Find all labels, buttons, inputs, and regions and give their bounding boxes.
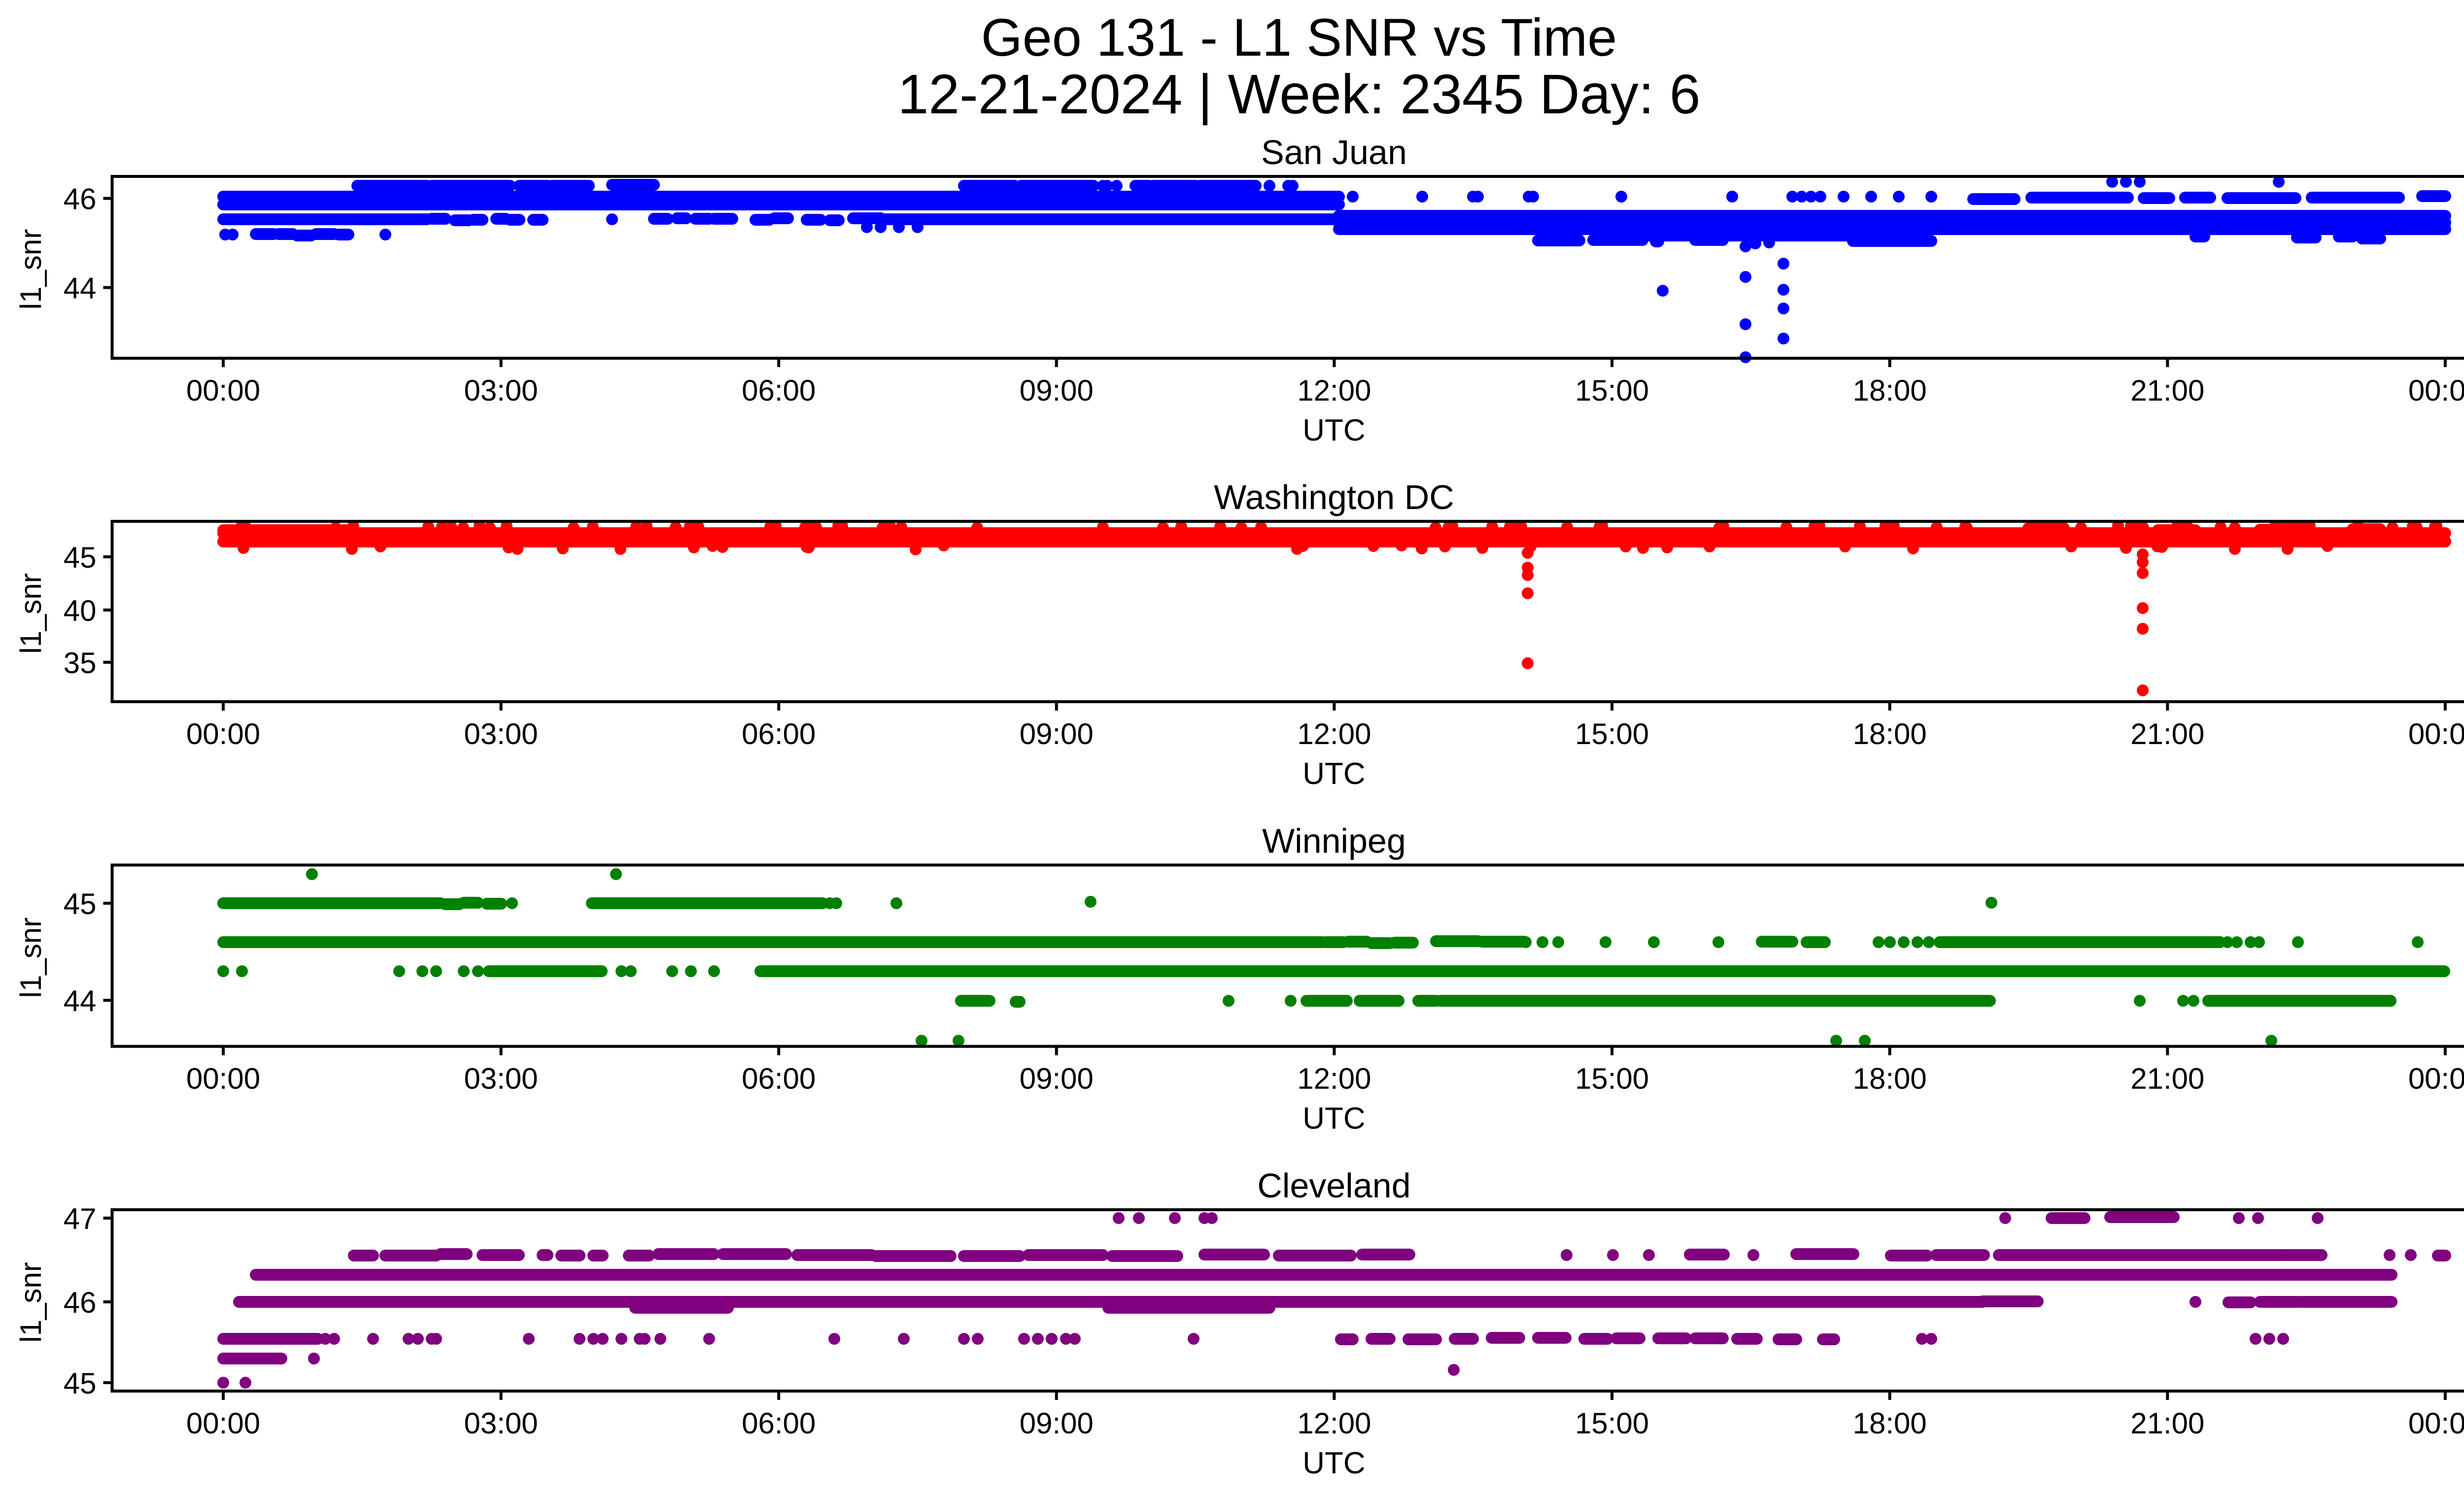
svg-text:06:00: 06:00 (742, 374, 816, 407)
svg-text:l1_snr: l1_snr (14, 1262, 47, 1342)
svg-text:12:00: 12:00 (1297, 374, 1371, 407)
svg-text:03:00: 03:00 (464, 1062, 538, 1095)
svg-text:00:00: 00:00 (186, 1062, 260, 1095)
svg-text:00:00: 00:00 (186, 374, 260, 407)
svg-text:09:00: 09:00 (1020, 1062, 1094, 1095)
svg-text:03:00: 03:00 (464, 374, 538, 407)
svg-text:03:00: 03:00 (464, 717, 538, 750)
svg-text:l1_snr: l1_snr (14, 918, 47, 998)
svg-text:00:00: 00:00 (2408, 717, 2464, 750)
svg-text:06:00: 06:00 (742, 1407, 816, 1440)
svg-text:21:00: 21:00 (2130, 1062, 2204, 1095)
svg-text:18:00: 18:00 (1853, 717, 1927, 750)
svg-text:15:00: 15:00 (1575, 1407, 1649, 1440)
svg-text:06:00: 06:00 (742, 1062, 816, 1095)
svg-text:UTC: UTC (1302, 1102, 1365, 1136)
svg-text:00:00: 00:00 (2408, 1407, 2464, 1440)
svg-text:Geo 131 - L1 SNR vs Time: Geo 131 - L1 SNR vs Time (981, 7, 1617, 67)
svg-text:09:00: 09:00 (1020, 374, 1094, 407)
svg-text:Washington DC: Washington DC (1214, 478, 1454, 516)
svg-text:UTC: UTC (1302, 413, 1365, 447)
svg-text:12:00: 12:00 (1297, 1407, 1371, 1440)
svg-text:06:00: 06:00 (742, 717, 816, 750)
svg-text:35: 35 (64, 646, 97, 680)
svg-text:21:00: 21:00 (2130, 374, 2204, 407)
svg-text:00:00: 00:00 (2408, 374, 2464, 407)
svg-text:46: 46 (64, 1286, 97, 1319)
svg-text:UTC: UTC (1302, 757, 1365, 791)
svg-text:15:00: 15:00 (1575, 717, 1649, 750)
svg-text:21:00: 21:00 (2130, 717, 2204, 750)
svg-text:18:00: 18:00 (1853, 1062, 1927, 1095)
svg-text:40: 40 (64, 594, 97, 627)
svg-text:45: 45 (64, 1367, 97, 1400)
svg-text:00:00: 00:00 (2408, 1062, 2464, 1095)
svg-text:44: 44 (64, 272, 97, 305)
svg-text:l1_snr: l1_snr (14, 573, 47, 653)
svg-text:09:00: 09:00 (1020, 1407, 1094, 1440)
svg-text:15:00: 15:00 (1575, 1062, 1649, 1095)
svg-text:12:00: 12:00 (1297, 717, 1371, 750)
svg-text:03:00: 03:00 (464, 1407, 538, 1440)
svg-text:00:00: 00:00 (186, 1407, 260, 1440)
svg-text:47: 47 (64, 1202, 97, 1235)
svg-text:45: 45 (64, 887, 97, 920)
svg-text:18:00: 18:00 (1853, 1407, 1927, 1440)
svg-text:09:00: 09:00 (1020, 717, 1094, 750)
svg-text:Cleveland: Cleveland (1257, 1166, 1410, 1205)
svg-text:12:00: 12:00 (1297, 1062, 1371, 1095)
svg-text:15:00: 15:00 (1575, 374, 1649, 407)
svg-text:l1_snr: l1_snr (14, 229, 47, 309)
svg-text:San Juan: San Juan (1261, 133, 1407, 171)
svg-text:Winnipeg: Winnipeg (1262, 822, 1406, 860)
svg-text:44: 44 (64, 985, 97, 1018)
svg-text:12-21-2024 | Week: 2345 Day: 6: 12-21-2024 | Week: 2345 Day: 6 (897, 63, 1700, 125)
svg-text:UTC: UTC (1302, 1446, 1365, 1480)
svg-text:45: 45 (64, 541, 97, 574)
svg-text:46: 46 (64, 183, 97, 216)
svg-text:21:00: 21:00 (2130, 1407, 2204, 1440)
svg-text:18:00: 18:00 (1853, 374, 1927, 407)
svg-text:00:00: 00:00 (186, 717, 260, 750)
